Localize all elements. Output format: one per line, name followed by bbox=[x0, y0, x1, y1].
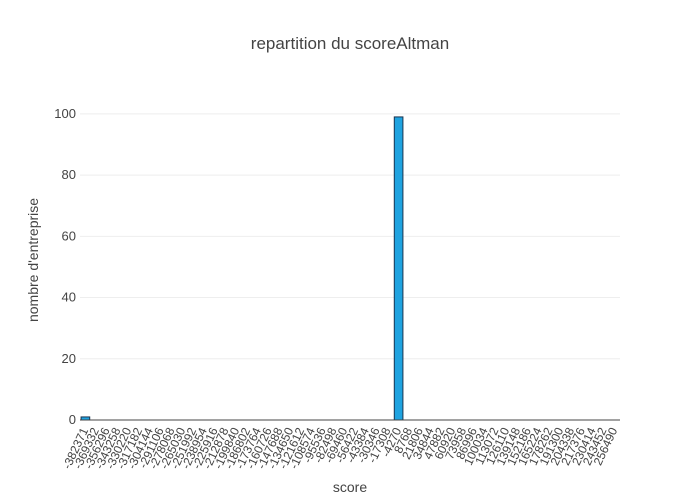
y-tick-label: 60 bbox=[62, 228, 76, 243]
chart-title: repartition du scoreAltman bbox=[251, 34, 449, 53]
y-axis-title: nombre d'entreprise bbox=[25, 198, 41, 322]
y-tick-label: 0 bbox=[69, 412, 76, 427]
x-axis-title: score bbox=[333, 479, 367, 495]
y-tick-label: 40 bbox=[62, 290, 76, 305]
y-tick-label: 100 bbox=[54, 106, 76, 121]
y-tick-label: 80 bbox=[62, 167, 76, 182]
bar bbox=[393, 116, 404, 421]
y-tick-label: 20 bbox=[62, 351, 76, 366]
